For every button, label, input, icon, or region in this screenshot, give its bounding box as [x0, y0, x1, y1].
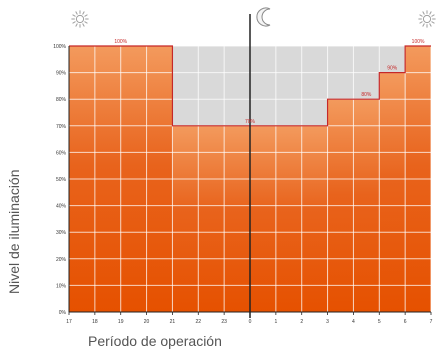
x-tick-label: 20 [144, 319, 150, 325]
x-tick-label: 7 [430, 319, 433, 325]
data-label: 100% [114, 39, 127, 45]
y-tick-label: 10% [56, 283, 67, 289]
tick-label-layer: 17 18 19 20 21 22 23 0 1 2 3 4 5 6 70%10%20%30%40%50%6… [53, 44, 432, 325]
x-axis-title: Período de operación [88, 333, 222, 349]
x-tick-label: 18 [92, 319, 98, 325]
x-tick-label: 22 [196, 319, 202, 325]
data-label: 100% [412, 39, 425, 45]
data-label: 70% [245, 119, 256, 125]
sun-icon [71, 10, 89, 28]
x-tick-label: 6 [404, 319, 407, 325]
x-tick-label: 21 [170, 319, 176, 325]
step-line [69, 45, 431, 127]
x-tick-label: 19 [118, 319, 124, 325]
sun-icon [418, 10, 436, 28]
x-tick-label: 2 [300, 319, 303, 325]
axes-layer [68, 14, 432, 318]
y-tick-label: 40% [56, 204, 67, 210]
moon-icon [256, 7, 271, 27]
data-label: 90% [387, 66, 398, 72]
area-segment-5 [379, 72, 406, 312]
x-tick-label: 3 [326, 319, 329, 325]
x-tick-label: 23 [221, 319, 227, 325]
icon-layer [71, 7, 436, 28]
data-label-layer: 100% 70% 80% 90% 100% [114, 39, 425, 125]
y-tick-label: 60% [56, 150, 67, 156]
x-tick-label: 5 [378, 319, 381, 325]
y-axis-title: Nivel de iluminación [6, 169, 22, 294]
step-line-layer [69, 45, 431, 127]
x-tick-label: 17 [66, 319, 72, 325]
x-tick-label: 4 [352, 319, 355, 325]
y-tick-label: 30% [56, 230, 67, 236]
y-tick-label: 100% [53, 44, 66, 50]
y-tick-label: 90% [56, 71, 67, 77]
y-tick-label: 0% [59, 310, 67, 316]
y-tick-label: 20% [56, 257, 67, 263]
y-tick-label: 80% [56, 97, 67, 103]
x-tick-label: 0 [249, 319, 252, 325]
y-tick-label: 50% [56, 177, 67, 183]
x-tick-label: 1 [274, 319, 277, 325]
y-tick-label: 70% [56, 124, 67, 130]
data-label: 80% [361, 92, 372, 98]
